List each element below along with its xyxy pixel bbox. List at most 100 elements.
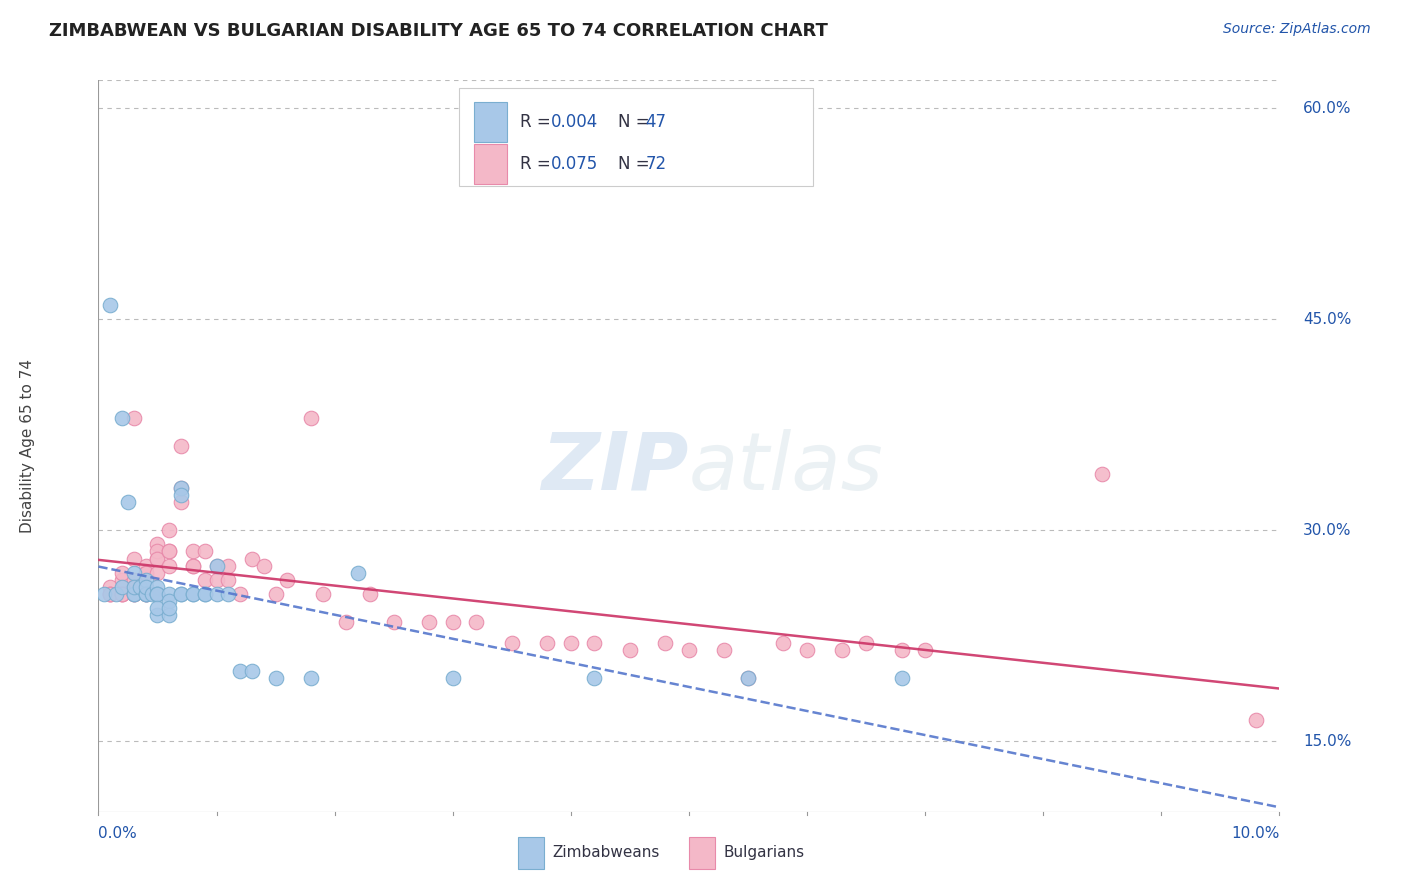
Text: 72: 72 (645, 155, 666, 173)
Point (157, 600, 180, 615)
Point (122, 587, 145, 601)
Point (111, 587, 134, 601)
Point (98, 580, 121, 594)
Point (111, 573, 134, 587)
Point (737, 671, 759, 685)
Point (122, 410, 145, 425)
Point (122, 587, 145, 601)
Point (205, 558, 228, 573)
Bar (474, 103, 508, 143)
Point (157, 607, 180, 622)
Point (135, 580, 157, 594)
Text: 0.0%: 0.0% (98, 826, 138, 841)
Point (122, 580, 145, 594)
Point (181, 587, 204, 601)
Point (146, 537, 169, 551)
Text: atlas: atlas (689, 429, 884, 507)
Point (146, 551, 169, 566)
Point (441, 615, 464, 629)
Point (181, 587, 204, 601)
Text: 10.0%: 10.0% (1232, 826, 1279, 841)
Point (229, 664, 252, 678)
Point (583, 636, 606, 650)
Point (194, 573, 217, 587)
Point (312, 587, 335, 601)
Point (146, 587, 169, 601)
Point (194, 544, 217, 558)
Point (105, 587, 128, 601)
Point (181, 558, 204, 573)
Point (264, 671, 287, 685)
Point (157, 524, 180, 538)
Text: N =: N = (619, 113, 655, 131)
Point (276, 573, 298, 587)
Point (583, 671, 606, 685)
Text: R =: R = (520, 155, 555, 173)
Point (560, 636, 582, 650)
Point (170, 488, 193, 502)
Text: R =: R = (520, 113, 555, 131)
Point (299, 410, 322, 425)
Point (146, 566, 169, 580)
Point (205, 587, 228, 601)
Point (772, 636, 794, 650)
Point (122, 573, 145, 587)
Point (135, 573, 157, 587)
Point (146, 587, 169, 601)
Point (135, 587, 157, 601)
Point (299, 671, 322, 685)
Point (501, 636, 523, 650)
Point (122, 587, 145, 601)
Point (141, 587, 163, 601)
Point (157, 544, 180, 558)
Point (135, 566, 157, 580)
Point (229, 587, 252, 601)
Point (122, 566, 145, 580)
Point (157, 587, 180, 601)
Point (135, 587, 157, 601)
Point (382, 615, 405, 629)
Text: ZIP: ZIP (541, 429, 689, 507)
Point (135, 566, 157, 580)
Point (146, 600, 169, 615)
Text: Zimbabweans: Zimbabweans (553, 846, 659, 860)
Text: ZIMBABWEAN VS BULGARIAN DISABILITY AGE 65 TO 74 CORRELATION CHART: ZIMBABWEAN VS BULGARIAN DISABILITY AGE 6… (49, 22, 828, 40)
Point (890, 643, 912, 657)
Point (157, 558, 180, 573)
Point (890, 671, 912, 685)
Point (831, 643, 853, 657)
Point (253, 558, 276, 573)
Point (111, 587, 134, 601)
Point (111, 410, 134, 425)
Point (170, 481, 193, 495)
Point (122, 551, 145, 566)
Point (146, 607, 169, 622)
Point (205, 573, 228, 587)
Point (217, 587, 239, 601)
Point (713, 643, 735, 657)
Bar (517, 837, 544, 869)
Point (146, 587, 169, 601)
Point (1244, 714, 1267, 728)
Point (194, 587, 217, 601)
Point (170, 495, 193, 509)
Text: 0.004: 0.004 (551, 113, 598, 131)
Point (914, 643, 936, 657)
Point (98, 298, 121, 312)
Point (264, 587, 287, 601)
Point (157, 593, 180, 607)
Point (855, 636, 877, 650)
Point (678, 643, 700, 657)
Point (135, 587, 157, 601)
Point (441, 671, 464, 685)
Text: 60.0%: 60.0% (1303, 101, 1351, 116)
Point (170, 587, 193, 601)
Point (465, 615, 488, 629)
Point (217, 558, 239, 573)
Point (98, 587, 121, 601)
Point (536, 636, 558, 650)
Text: Disability Age 65 to 74: Disability Age 65 to 74 (20, 359, 35, 533)
Point (418, 615, 440, 629)
Point (146, 551, 169, 566)
Point (335, 615, 357, 629)
